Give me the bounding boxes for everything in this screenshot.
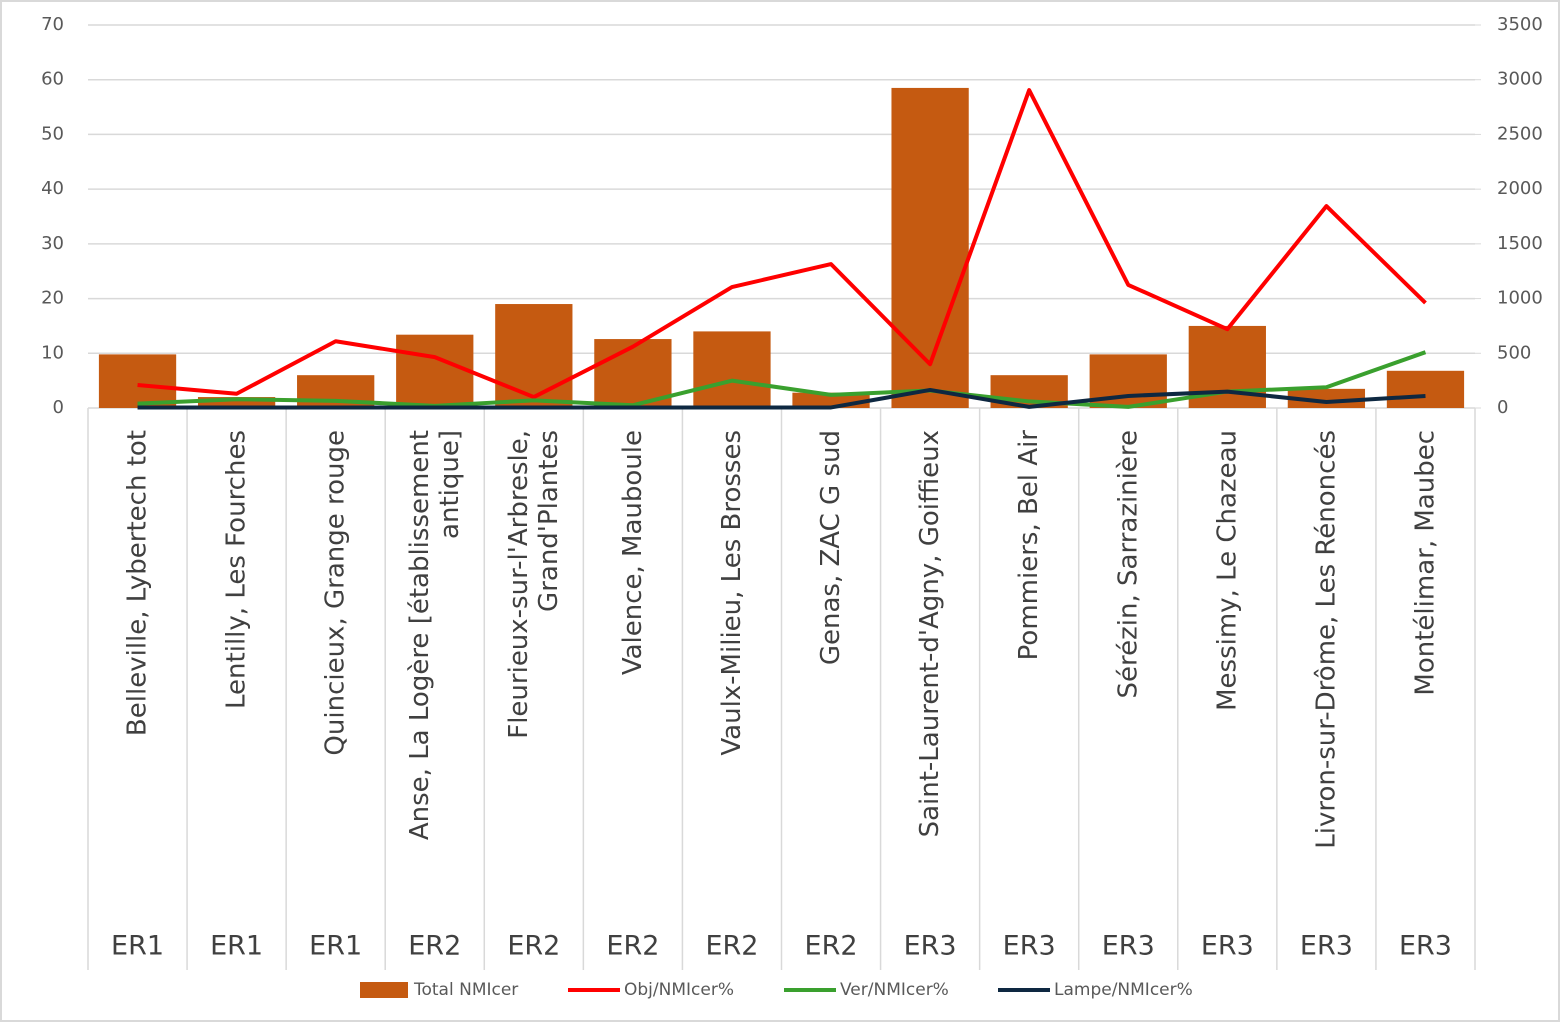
x-tick-label: Livron-sur-Drôme, Les Rénoncés: [1311, 430, 1342, 849]
group-label: ER3: [1003, 931, 1056, 962]
x-tick-label-box: Saint-Laurent-d'Agny, Goiffieux: [915, 430, 946, 838]
y2-tick-label: 3500: [1497, 14, 1543, 35]
y2-tick-label: 1500: [1497, 233, 1543, 254]
y2-tick-label: 3000: [1497, 69, 1543, 90]
group-label: ER1: [309, 931, 362, 962]
bar: [693, 331, 771, 408]
x-tick-label-box: Livron-sur-Drôme, Les Rénoncés: [1311, 430, 1342, 849]
x-tick-label-box: Genas, ZAC G sud: [816, 430, 847, 666]
x-tick-label: Vaulx-Milieu, Les Brosses: [716, 430, 747, 756]
x-tick-label: Pommiers, Bel Air: [1014, 430, 1045, 661]
x-tick-label: Genas, ZAC G sud: [816, 430, 847, 666]
bar: [1287, 388, 1366, 408]
bar: [495, 304, 573, 408]
y2-tick-label: 500: [1497, 342, 1531, 363]
legend-label: Lampe/NMIcer%: [1054, 980, 1193, 1000]
group-label: ER1: [210, 931, 263, 962]
x-tick-label-box: Montélimar, Maubec: [1410, 430, 1441, 696]
y2-tick-label: 2500: [1497, 123, 1543, 144]
x-tick-label-box: Vaulx-Milieu, Les Brosses: [716, 430, 747, 756]
y-tick-label: 70: [41, 14, 64, 35]
group-label: ER3: [1102, 931, 1155, 962]
x-tick-label: Fleurieux-sur-l'Arbresle, Grand'Plantes: [503, 430, 564, 739]
x-tick-label: Anse, La Logère [établissement antique]: [404, 430, 465, 841]
y-tick-label: 50: [41, 123, 64, 144]
line-series: [137, 387, 1426, 410]
x-tick-label-box: Quincieux, Grange rouge: [320, 430, 351, 756]
bar: [197, 397, 276, 408]
group-label: ER3: [1300, 931, 1353, 962]
group-label: ER2: [805, 931, 858, 962]
y-tick-label: 60: [41, 69, 64, 90]
bar: [98, 354, 177, 408]
x-tick-label-box: Anse, La Logère [établissement antique]: [404, 430, 465, 841]
legend-label: Ver/NMIcer%: [840, 980, 949, 1000]
group-label: ER2: [408, 931, 461, 962]
group-label: ER1: [111, 931, 164, 962]
x-tick-label: Quincieux, Grange rouge: [320, 430, 351, 756]
x-tick-label: Sérézin, Sarrazinière: [1113, 430, 1144, 699]
y-tick-label: 20: [41, 288, 64, 309]
group-label: ER2: [705, 931, 758, 962]
legend-swatch: [360, 982, 408, 998]
x-tick-label: Montélimar, Maubec: [1410, 430, 1441, 696]
x-tick-label-box: Valence, Mauboule: [617, 430, 648, 676]
x-tick-label-box: Sérézin, Sarrazinière: [1113, 430, 1144, 699]
bar: [396, 334, 474, 408]
x-tick-label-box: Pommiers, Bel Air: [1014, 430, 1045, 661]
y-tick-label: 0: [53, 397, 64, 418]
x-tick-label: Belleville, Lybertech tot: [122, 430, 153, 737]
legend-label: Obj/NMIcer%: [624, 980, 734, 1000]
bar: [594, 339, 672, 408]
x-tick-label: Lentilly, Les Fourches: [221, 430, 252, 709]
y2-tick-label: 0: [1497, 397, 1508, 418]
y-tick-label: 40: [41, 178, 64, 199]
x-tick-label-box: Lentilly, Les Fourches: [221, 430, 252, 709]
group-label: ER3: [1201, 931, 1254, 962]
y2-tick-label: 2000: [1497, 178, 1543, 199]
legend-label: Total NMIcer: [413, 980, 518, 1000]
group-label: ER3: [1399, 931, 1452, 962]
bar: [1386, 370, 1465, 408]
y-tick-label: 30: [41, 233, 64, 254]
x-tick-label-box: Messimy, Le Chazeau: [1212, 430, 1243, 711]
line-series: [137, 88, 1427, 400]
group-label: ER3: [904, 931, 957, 962]
x-tick-label: Valence, Mauboule: [617, 430, 648, 676]
y-tick-label: 10: [41, 342, 64, 363]
group-label: ER2: [507, 931, 560, 962]
y2-tick-label: 1000: [1497, 288, 1543, 309]
bar: [891, 87, 969, 409]
x-tick-label: Messimy, Le Chazeau: [1212, 430, 1243, 711]
x-tick-label-box: Belleville, Lybertech tot: [122, 430, 153, 737]
group-label: ER2: [606, 931, 659, 962]
x-tick-label-box: Fleurieux-sur-l'Arbresle, Grand'Plantes: [503, 430, 564, 739]
x-tick-label: Saint-Laurent-d'Agny, Goiffieux: [915, 430, 946, 838]
